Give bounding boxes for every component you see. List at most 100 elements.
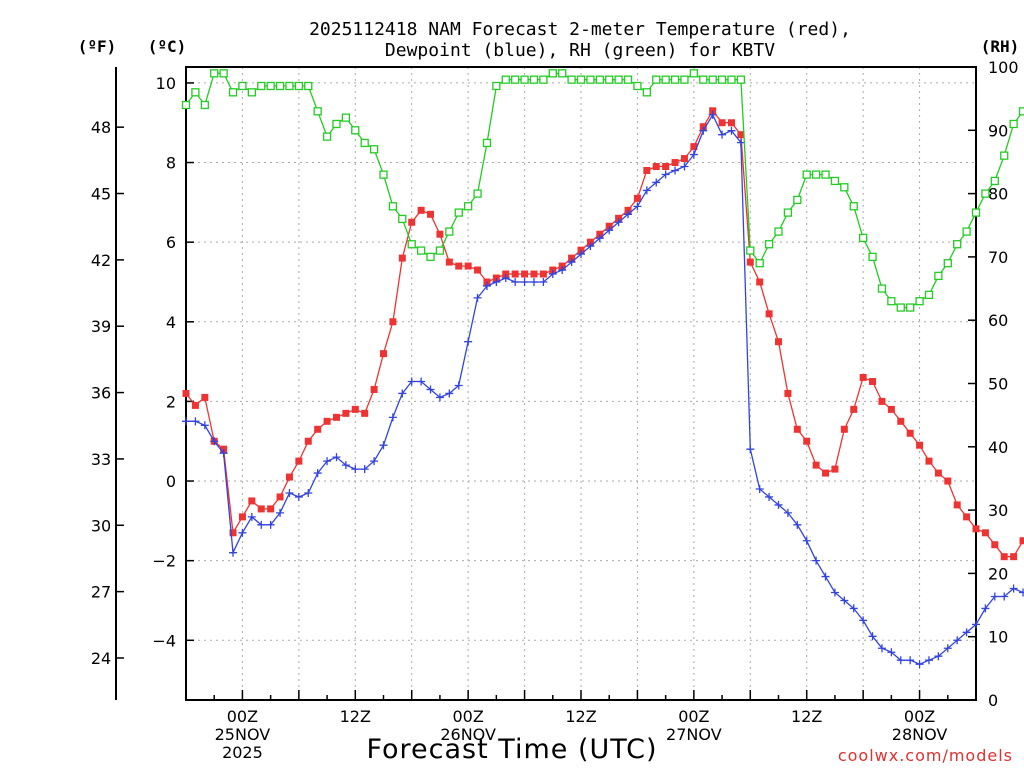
data-point <box>1000 151 1009 160</box>
data-point <box>812 556 821 565</box>
data-point <box>642 186 651 195</box>
axes: 4845423936333027241086420−2−410090807060… <box>91 58 1019 762</box>
data-point <box>558 69 567 78</box>
data-point <box>906 429 914 437</box>
data-point <box>802 170 811 179</box>
fahrenheit-tick-label: 45 <box>91 185 111 204</box>
data-point <box>445 227 454 236</box>
data-point <box>642 88 651 97</box>
chart-title-line2: Dewpoint (blue), RH (green) for KBTV <box>385 40 775 61</box>
celsius-tick-label: −4 <box>152 631 176 650</box>
data-point <box>492 81 501 91</box>
data-point <box>229 529 237 537</box>
data-point <box>520 277 529 286</box>
data-point <box>944 477 952 485</box>
data-point <box>717 75 727 84</box>
data-point <box>671 166 680 175</box>
data-point <box>689 69 699 78</box>
data-point <box>539 75 548 84</box>
celsius-tick-label: 6 <box>166 233 176 252</box>
data-point <box>332 119 341 129</box>
data-point <box>793 520 802 529</box>
data-point <box>802 536 811 545</box>
x-tick-label: 28NOV <box>892 725 948 744</box>
x-tick-label: 00Z <box>678 707 709 726</box>
data-point <box>267 505 275 513</box>
data-point <box>201 393 209 401</box>
data-point <box>463 202 473 211</box>
data-point <box>943 644 952 653</box>
fahrenheit-tick-label: 24 <box>91 649 111 668</box>
data-point <box>605 75 614 84</box>
data-point <box>529 277 538 286</box>
data-point <box>379 441 388 450</box>
data-point <box>388 202 398 211</box>
data-point <box>370 385 378 393</box>
data-point <box>1000 553 1008 561</box>
data-point <box>737 131 745 139</box>
data-point <box>407 240 416 249</box>
fahrenheit-tick-label: 33 <box>91 450 111 469</box>
data-point <box>764 240 774 249</box>
data-point <box>821 572 830 581</box>
celsius-tick-label: −2 <box>152 552 176 571</box>
celsius-tick-label: 2 <box>166 392 176 411</box>
data-point <box>896 303 905 312</box>
rh-tick-label: 50 <box>988 375 1008 394</box>
data-point <box>285 81 294 91</box>
data-point <box>257 81 266 91</box>
data-point <box>652 178 661 187</box>
data-point <box>831 465 839 473</box>
data-point <box>840 596 849 605</box>
data-point <box>454 208 463 217</box>
data-point <box>445 258 453 266</box>
data-point <box>1009 584 1018 593</box>
x-axis-label: Forecast Time (UTC) <box>366 734 657 765</box>
x-tick-label: 25NOV <box>215 725 271 744</box>
data-point <box>859 374 867 382</box>
data-point <box>482 138 492 148</box>
data-point <box>332 413 340 421</box>
data-point <box>304 81 313 91</box>
data-point <box>746 445 755 454</box>
rh-tick-label: 0 <box>988 691 998 710</box>
data-point <box>755 485 764 493</box>
data-point <box>840 425 848 433</box>
data-point <box>680 155 688 163</box>
data-point <box>671 159 679 167</box>
data-point <box>426 385 435 394</box>
data-point <box>521 270 529 278</box>
data-point <box>361 409 369 417</box>
data-point <box>181 100 191 110</box>
x-tick-label: 00Z <box>452 707 483 726</box>
data-point <box>276 493 284 501</box>
data-point <box>539 270 547 278</box>
data-point <box>972 525 980 533</box>
data-point <box>887 648 896 657</box>
data-point <box>285 488 294 497</box>
data-point <box>511 270 519 278</box>
data-point <box>388 413 397 422</box>
data-point <box>229 548 238 557</box>
data-point <box>191 401 199 409</box>
data-point <box>906 656 915 665</box>
data-point <box>821 170 830 179</box>
data-point <box>981 189 990 198</box>
unit-label-celsius: (ºC) <box>148 37 187 56</box>
data-point <box>530 270 538 278</box>
data-point <box>586 242 595 251</box>
data-point <box>473 189 482 198</box>
data-point <box>755 259 764 268</box>
data-point <box>623 75 633 84</box>
data-point <box>182 389 190 397</box>
data-point <box>501 75 510 84</box>
rh-tick-label: 90 <box>988 121 1008 140</box>
chart-title-line1: 2025112418 NAM Forecast 2-meter Temperat… <box>309 19 851 40</box>
data-point <box>586 75 595 84</box>
x-tick-label: 12Z <box>340 707 371 726</box>
data-point <box>971 208 981 217</box>
data-point <box>699 75 708 84</box>
data-point <box>370 457 379 466</box>
data-point <box>380 350 387 358</box>
data-point <box>906 303 915 312</box>
